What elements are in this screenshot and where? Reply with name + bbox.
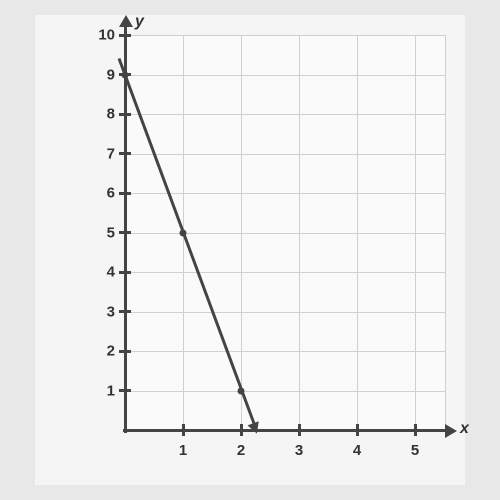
grid-h bbox=[125, 233, 445, 234]
x-tick bbox=[298, 424, 301, 436]
x-tick-label: 4 bbox=[353, 442, 361, 459]
x-tick bbox=[414, 424, 417, 436]
x-axis-title: x bbox=[460, 420, 469, 438]
y-tick bbox=[119, 152, 131, 155]
y-tick bbox=[119, 310, 131, 313]
grid-h bbox=[125, 193, 445, 194]
y-tick-label: 3 bbox=[103, 303, 115, 320]
y-tick-label: 5 bbox=[103, 224, 115, 241]
y-tick-label: 9 bbox=[103, 66, 115, 83]
x-tick bbox=[182, 424, 185, 436]
chart-container: x y 1 2 3 4 5 1 2 3 4 5 6 7 8 9 10 bbox=[35, 15, 465, 485]
y-tick-label: 10 bbox=[93, 27, 115, 44]
grid-h bbox=[125, 312, 445, 313]
grid-h bbox=[125, 35, 445, 36]
y-tick-label: 1 bbox=[103, 382, 115, 399]
grid-h bbox=[125, 75, 445, 76]
y-tick bbox=[119, 34, 131, 37]
y-tick bbox=[119, 231, 131, 234]
grid-h bbox=[125, 154, 445, 155]
y-axis-arrow-icon bbox=[119, 15, 133, 27]
y-tick-label: 7 bbox=[103, 145, 115, 162]
y-tick bbox=[119, 113, 131, 116]
y-tick-label: 2 bbox=[103, 343, 115, 360]
y-tick bbox=[119, 271, 131, 274]
x-tick bbox=[356, 424, 359, 436]
x-tick-label: 1 bbox=[179, 442, 187, 459]
y-tick-label: 4 bbox=[103, 264, 115, 281]
plot-area bbox=[125, 35, 446, 430]
x-tick-label: 2 bbox=[237, 442, 245, 459]
data-point bbox=[180, 229, 187, 236]
y-tick bbox=[119, 350, 131, 353]
y-tick-label: 8 bbox=[103, 106, 115, 123]
x-axis bbox=[123, 429, 448, 432]
y-tick bbox=[119, 192, 131, 195]
grid-h bbox=[125, 391, 445, 392]
x-tick-label: 5 bbox=[411, 442, 419, 459]
grid-h bbox=[125, 114, 445, 115]
data-point bbox=[122, 71, 129, 78]
grid-h bbox=[125, 272, 445, 273]
y-tick-label: 6 bbox=[103, 185, 115, 202]
x-tick bbox=[240, 424, 243, 436]
x-axis-arrow-icon bbox=[445, 424, 457, 438]
y-axis-title: y bbox=[135, 13, 144, 31]
y-tick bbox=[119, 389, 131, 392]
data-point bbox=[238, 387, 245, 394]
x-tick-label: 3 bbox=[295, 442, 303, 459]
grid-h bbox=[125, 351, 445, 352]
